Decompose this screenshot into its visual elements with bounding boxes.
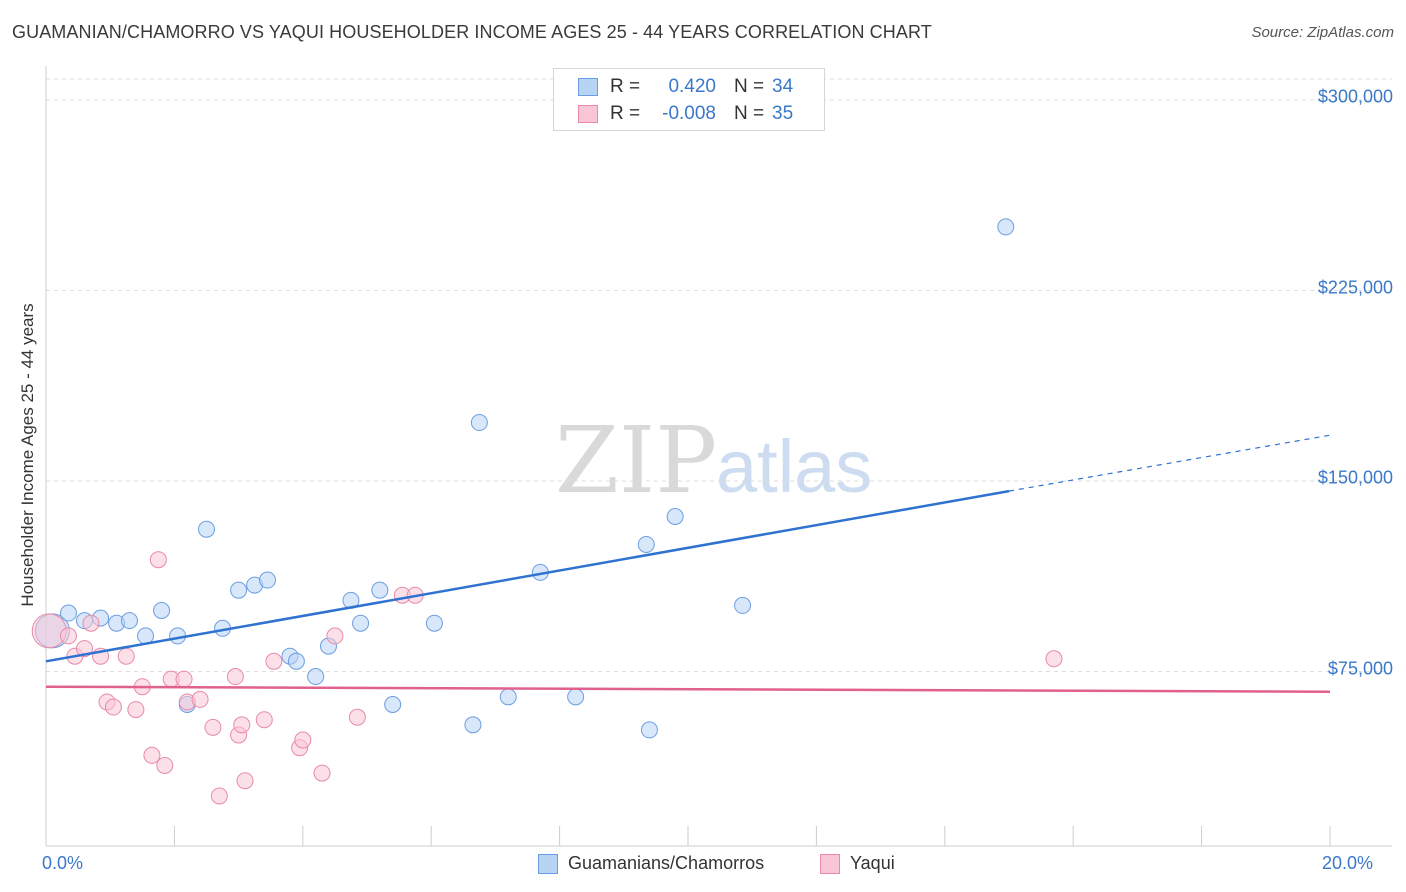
yaqui-point [59,627,77,645]
guamanian-point [666,508,684,526]
x-tick-label-min: 0.0% [42,853,84,873]
legend-item-guamanians[interactable]: Guamanians/Chamorros [538,853,764,874]
yaqui-point [294,731,312,749]
stats-swatch-blue [578,78,598,96]
source-label: Source: ZipAtlas.com [1251,24,1394,41]
watermark-atlas: atlas [716,425,872,508]
guamanian-point [499,688,517,706]
yaqui-point [175,670,193,688]
yaqui-point [127,701,145,719]
guamanian-point [198,520,215,538]
guamanian-point [734,596,752,614]
n-label: N = [734,103,765,124]
yaqui-point [226,668,244,686]
yaqui-trend-line [45,685,1331,694]
y-tick-label-300000: $300,000 [1317,86,1393,107]
legend-swatch-pink [820,853,840,874]
guamanian-point [59,604,77,622]
legend-label-guamanians: Guamanians/Chamorros [568,853,765,873]
yaqui-point [1045,650,1063,668]
guamanian-point [258,571,276,589]
guamanian-point [384,695,402,713]
yaqui-point [233,716,251,734]
legend-swatch-blue [538,853,558,874]
r-value: -0.008 [662,103,716,124]
yaqui-point [265,652,283,670]
y-tick-label-225000: $225,000 [1317,277,1393,298]
yaqui-point [82,614,100,632]
guamanian-point [153,602,171,620]
yaqui-point [326,627,344,645]
guamanian-point [230,581,248,599]
yaqui-point [104,698,122,716]
watermark-zip: ZIP [555,407,717,514]
r-value: 0.420 [668,76,716,97]
yaqui-point [143,746,161,764]
y-axis-label: Householder Income Ages 25 - 44 years [18,303,37,607]
x-tick-label-max: 20.0% [1322,853,1374,873]
yaqui-point [210,787,228,805]
guamanian-point [371,581,389,599]
guamanian-trend-extension [1008,434,1331,492]
n-value: 35 [772,103,794,124]
n-label: N = [734,76,765,97]
yaqui-point [348,708,366,726]
y-tick-label-75000: $75,000 [1327,658,1393,679]
yaqui-point [191,690,209,708]
yaqui-point [236,772,254,790]
guamanian-trend-line [45,489,1010,663]
yaqui-point [117,647,135,665]
r-label: R = [610,76,641,97]
guamanian-point [352,614,370,632]
n-value: 34 [772,76,794,97]
guamanian-point [425,614,443,632]
stats-row-guamanians: R = 0.420 N = 34 [578,75,793,99]
guamanian-point [287,652,305,670]
legend-item-yaqui[interactable]: Yaqui [820,853,895,874]
yaqui-point [31,613,67,649]
legend-label-yaqui: Yaqui [850,853,895,873]
chart-title: GUAMANIAN/CHAMORRO VS YAQUI HOUSEHOLDER … [12,22,932,42]
guamanian-point [637,535,655,553]
r-label: R = [610,103,641,124]
guamanian-point [470,414,488,432]
yaqui-point [313,764,331,782]
guamanian-point [997,218,1015,236]
yaqui-point [156,756,174,774]
yaqui-point [204,718,222,736]
correlation-stats-box: R = 0.420 N = 34 R = -0.008 N = 35 [553,68,825,131]
yaqui-point [149,551,167,569]
guamanian-point [464,716,482,734]
guamanian-point [307,668,325,686]
y-tick-label-150000: $150,000 [1317,467,1393,488]
yaqui-point [255,711,273,729]
stats-row-yaqui: R = -0.008 N = 35 [578,102,793,126]
guamanian-point [640,721,658,739]
guamanian-point [120,612,138,630]
guamanian-point [567,688,585,706]
stats-swatch-pink [578,105,598,123]
